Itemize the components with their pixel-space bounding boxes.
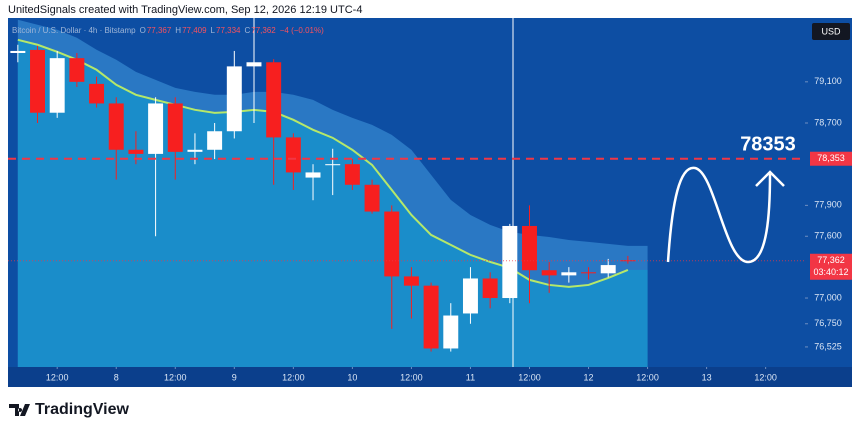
projection-arrow [755,170,785,187]
candle-body [561,272,577,276]
candle-body [69,58,85,82]
candle-body [364,184,380,212]
candle-body [89,83,105,104]
candle-body [30,49,45,113]
time-axis-background [8,367,852,387]
currency-box [812,23,850,40]
legend-value: 77,334 [216,26,241,35]
candle-body [128,149,144,154]
logo-icon [9,404,30,416]
y-tick-label: 77,600 [814,231,842,241]
legend-key: C [244,26,250,35]
x-tick-label: 9 [232,372,237,382]
legend-key: H [175,26,181,35]
x-tick-label: 10 [347,372,357,382]
x-tick-label: 11 [466,372,475,382]
candle-body [108,103,124,150]
candle-body [148,103,164,154]
x-tick-label: 12:00 [282,372,305,382]
x-tick-label: 12:00 [400,372,423,382]
candle-body [462,278,478,314]
header: UnitedSignals created with TradingView.c… [8,4,362,16]
x-tick-label: 12:00 [518,372,541,382]
candle-body [266,62,282,138]
annotation: 78353 [740,133,796,155]
plot: 79,100 78,700 77,900 77,600 77,000 76,750 76,5… [8,18,852,382]
projection-curve [666,166,772,264]
x-tick-label: 8 [114,372,119,382]
y-tick-label: 78,700 [814,117,842,127]
y-tick-label: 76,750 [814,318,842,328]
candle-body [620,260,636,262]
candle-body [226,66,242,132]
last-price-box [810,253,852,280]
candle-body [423,285,439,349]
brand: TradingView [35,401,130,418]
legend-symbol: Bitcoin / U.S. Dollar · 4h · Bitstamp [12,26,136,35]
candle-body [600,265,616,274]
brand-logo [9,404,30,416]
candle-body [344,164,360,185]
candle-body [49,58,65,113]
level-label: 78,353 [817,153,845,163]
candle-body [443,315,459,349]
candle-body [285,137,301,173]
candle-body [305,172,321,178]
last-price-label: 77,362 [817,255,845,265]
legend-key: O [140,26,146,35]
candle-body [541,270,557,276]
candle-body [403,276,419,286]
level-label-box [810,151,852,166]
x-tick-label: 12:00 [164,372,187,382]
x-tick-label: 12:00 [636,372,659,382]
candle-body [167,103,183,152]
x-tick-label: 12:00 [46,372,69,382]
candle-body [246,62,262,67]
countdown: 03:40:12 [813,267,848,277]
legend-change: −4 (−0.01%) [280,26,324,35]
y-tick-label: 77,900 [814,200,842,210]
candle-body [325,164,341,166]
candle-body [384,211,400,277]
candle-body [482,278,498,299]
legend-key: L [211,26,216,35]
candle-body [581,272,597,274]
candle-body [187,149,203,152]
x-tick-label: 12:00 [754,372,777,382]
y-tick-label: 77,000 [814,292,842,302]
currency: USD [821,26,841,36]
legend-value: 77,367 [147,26,172,35]
legend: Bitcoin / U.S. Dollar · 4h · Bitstamp O77… [12,26,324,35]
candle-body [502,225,518,299]
legend-value: 77,362 [251,26,276,35]
candle-body [207,131,223,150]
y-tick-label: 76,525 [814,341,842,351]
candle-body [10,50,26,54]
legend-value: 77,409 [182,26,207,35]
x-tick-label: 13 [702,372,712,382]
ma-line [17,38,629,288]
candle-body [522,225,537,271]
y-tick-label: 79,100 [814,76,842,86]
x-tick-label: 12 [584,372,594,382]
